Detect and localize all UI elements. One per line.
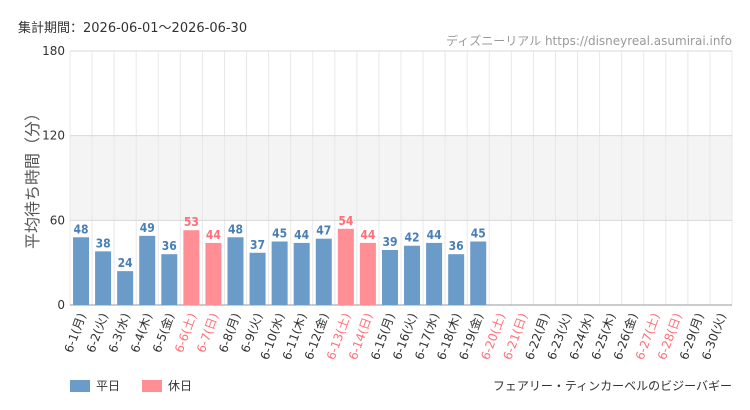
legend-holiday-label: 休日	[168, 379, 193, 393]
data-label: 38	[96, 236, 111, 250]
legend-holiday-swatch	[142, 379, 163, 392]
data-label: 49	[140, 221, 155, 235]
y-tick-label: 0	[57, 298, 65, 312]
data-label: 53	[184, 215, 199, 229]
bar	[249, 252, 266, 305]
y-tick-label: 120	[42, 129, 65, 143]
y-tick-label: 180	[42, 44, 65, 58]
bar	[315, 238, 332, 305]
legend: 平日 休日	[70, 377, 214, 394]
bar	[448, 254, 465, 305]
data-label: 45	[272, 227, 287, 241]
bar	[95, 251, 112, 305]
legend-weekday: 平日	[70, 377, 120, 394]
data-label: 36	[162, 239, 177, 253]
grid	[69, 50, 733, 306]
bar	[293, 242, 310, 305]
watermark: ディズニーリアル https://disneyreal.asumirai.inf…	[446, 34, 732, 48]
data-label: 48	[228, 222, 243, 236]
y-ticks: 0 60 120 180	[42, 44, 65, 312]
bar	[227, 237, 244, 305]
legend-weekday-label: 平日	[96, 379, 121, 393]
period-label: 集計期間：2026-06-01～2026-06-30	[18, 21, 248, 36]
attraction-name: フェアリー・ティンカーベルのビジーバギー	[492, 379, 732, 393]
bar	[381, 249, 398, 305]
data-label: 39	[382, 235, 397, 249]
data-label: 48	[74, 222, 89, 236]
bar	[183, 230, 200, 305]
bar	[426, 242, 443, 305]
data-label: 37	[250, 238, 265, 252]
bar	[139, 235, 156, 305]
bar	[359, 242, 376, 305]
data-label: 42	[405, 231, 420, 245]
data-label: 44	[294, 228, 310, 242]
data-label: 44	[427, 228, 443, 242]
y-tick-label: 60	[50, 213, 65, 227]
y-axis-label: 平均待ち時間（分）	[23, 105, 42, 249]
bar	[337, 228, 354, 305]
data-label: 47	[316, 224, 331, 238]
bar	[161, 254, 178, 305]
bars	[73, 228, 487, 305]
legend-holiday: 休日	[142, 377, 192, 394]
data-label: 44	[206, 228, 222, 242]
data-label: 24	[118, 256, 134, 270]
data-label: 36	[449, 239, 464, 253]
x-ticks: 6-1(月)6-2(火)6-3(水)6-4(木)6-5(金)6-6(土)6-7(…	[62, 311, 729, 362]
legend-weekday-swatch	[70, 379, 90, 392]
data-label: 45	[471, 227, 486, 241]
data-labels: 48 38 24 49 36 53 44 48 37 45 44 47 54 44 39 42 44 36 45	[74, 214, 486, 270]
bar	[205, 242, 222, 305]
bar	[271, 241, 288, 305]
data-label: 44	[360, 228, 376, 242]
data-label: 54	[338, 214, 354, 228]
bar	[73, 237, 90, 305]
bar	[470, 241, 487, 305]
bar	[404, 245, 421, 305]
bar	[117, 271, 134, 305]
